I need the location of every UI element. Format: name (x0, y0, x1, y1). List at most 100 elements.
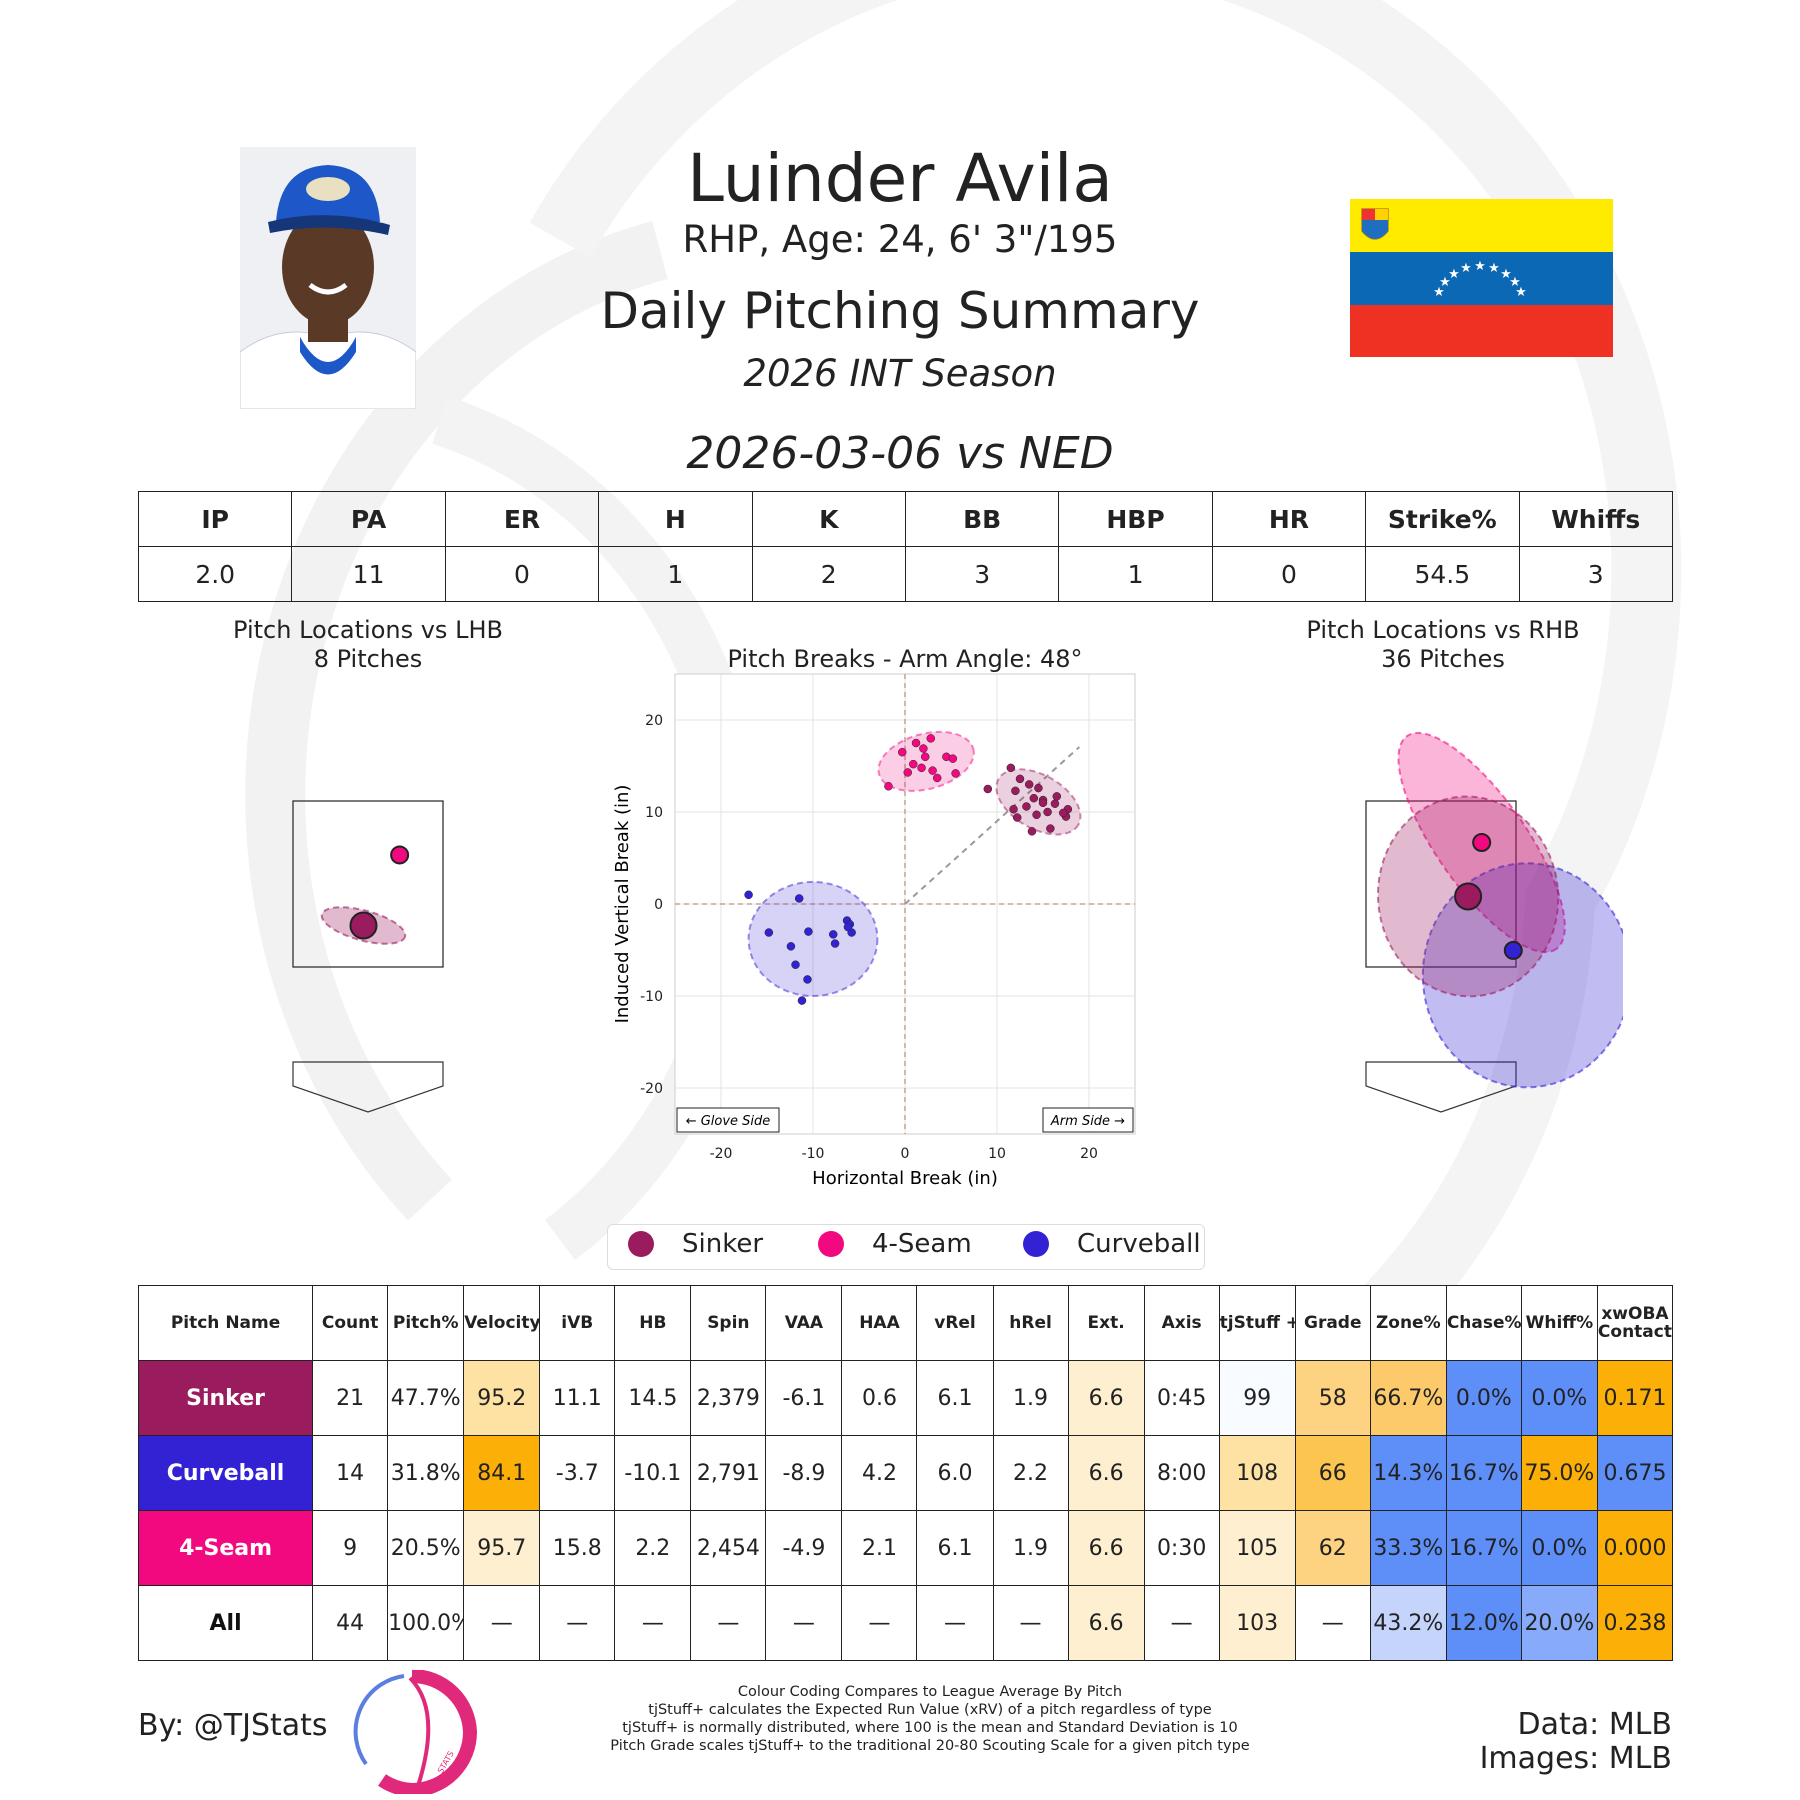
pitch-table-header-cell: Velocity (463, 1285, 541, 1361)
curveball-swatch (1023, 1231, 1049, 1257)
box-header-cell: HR (1211, 491, 1367, 547)
rhb-count-text: 36 Pitches (1381, 645, 1505, 673)
pitch-metric-cell: 2,454 (690, 1510, 767, 1586)
pitch-metric-cell: 0.000 (1596, 1510, 1674, 1586)
pitch-metric-cell: 31.8% (387, 1435, 465, 1511)
pitch-metric-cell: 6.1 (916, 1510, 994, 1586)
pitch-metric-cell: 66 (1294, 1435, 1371, 1511)
legend-label: Sinker (682, 1229, 764, 1259)
y-tick-label: 10 (645, 805, 663, 821)
pitch-table-header-cell: HAA (841, 1285, 918, 1361)
curveball-point (797, 996, 807, 1005)
pitch-metric-cell: 9 (312, 1510, 389, 1586)
pitch-metric-cell: 2.2 (992, 1435, 1069, 1511)
image-source: Images: MLB (1479, 1741, 1672, 1776)
4seam-point (928, 766, 937, 775)
pitch-metric-cell: -4.9 (765, 1510, 843, 1586)
pitch-table-row: All 44 100.0% — — — — — — — —6.6—103—43.2% 12.0% 20.… (137, 1585, 1674, 1661)
legend-item-curveball: Curveball (1023, 1229, 1201, 1259)
pitch-metric-cell: 11.1 (539, 1360, 616, 1436)
sinker-swatch (628, 1231, 654, 1257)
pitch-table-header-cell: Count (312, 1285, 389, 1361)
sinker-location-marker (349, 911, 378, 940)
svg-text:★: ★ (1448, 267, 1460, 282)
4seam-point (926, 734, 936, 743)
pitch-metric-cell: 99 (1218, 1360, 1296, 1436)
pitch-metric-cell: — (539, 1585, 616, 1661)
legend-label: 4-Seam (872, 1229, 972, 1259)
box-header-cell: H (598, 491, 753, 547)
pitch-table-row: 4-Seam 9 20.5% 95.7 15.8 2.2 2,454 -4.9 2.1 6.1 1.… (137, 1510, 1674, 1586)
box-header-cell: PA (291, 491, 446, 547)
y-tick-label: -20 (640, 1081, 663, 1097)
svg-text:★: ★ (1509, 275, 1521, 290)
sinker-point (1006, 763, 1016, 773)
footer-note: Colour Coding Compares to League Average… (737, 1684, 1123, 1700)
pitch-metric-cell: 14.5 (614, 1360, 692, 1436)
pitch-metrics-table: Pitch Name Count Pitch% Velocity iVB HB Spin VA… (137, 1285, 1674, 1661)
box-value-cell: 0 (444, 546, 600, 602)
sinker-point (1029, 793, 1039, 803)
4seam-location-marker (390, 845, 410, 865)
pitch-metric-cell: 33.3% (1369, 1510, 1447, 1586)
svg-text:★: ★ (1500, 267, 1512, 282)
pitch-metric-cell: 108 (1218, 1435, 1296, 1511)
4seam-point (909, 759, 918, 769)
pitch-metric-cell: 6.0 (916, 1435, 994, 1511)
x-axis-label: Horizontal Break (in) (812, 1168, 998, 1189)
pitch-name-cell: Sinker (137, 1360, 314, 1436)
source-credits: Data: MLB Images: MLB (1480, 1708, 1672, 1776)
pitch-metric-cell: 2.1 (841, 1510, 918, 1586)
curveball-point (828, 930, 838, 939)
lhb-location-plot (292, 800, 444, 1113)
box-value-cell: 3 (904, 546, 1060, 602)
pitch-metric-cell: 75.0% (1520, 1435, 1598, 1511)
pitch-metric-cell: 0.171 (1596, 1360, 1674, 1436)
sinker-point (1024, 780, 1034, 789)
footer-notes: Colour Coding Compares to League Average… (560, 1683, 1300, 1755)
lhb-plot-title: Pitch Locations vs LHB 8 Pitches (178, 616, 558, 674)
box-header-cell: HBP (1058, 491, 1213, 547)
4seam-ellipse (877, 730, 975, 792)
pitch-metric-cell: 20.5% (387, 1510, 465, 1586)
pitch-metric-cell: 103 (1218, 1585, 1296, 1661)
pitch-metric-cell: 66.7% (1369, 1360, 1447, 1436)
svg-text:★: ★ (1515, 285, 1527, 300)
pitch-metric-cell: — (992, 1585, 1069, 1661)
pitch-table-header-cell: iVB (539, 1285, 616, 1361)
box-score-table: IP PA ER H K BB HBP HR Strike% Whiffs 2.… (137, 491, 1674, 602)
curveball-point (830, 939, 840, 948)
pitch-metric-cell: 105 (1218, 1510, 1296, 1586)
player-bio: RHP, Age: 24, 6' 3"/195 (682, 218, 1118, 261)
4seam-location-marker (1472, 833, 1492, 852)
svg-text:★: ★ (1439, 275, 1451, 290)
pitch-table-header-cell: Chase% (1445, 1285, 1522, 1361)
x-tick-label: 20 (1080, 1146, 1098, 1162)
lhb-count-text: 8 Pitches (313, 645, 423, 673)
pitch-metric-cell: 0.238 (1596, 1585, 1674, 1661)
x-tick-label: 10 (988, 1146, 1006, 1162)
pitch-metric-cell: 43.2% (1369, 1585, 1447, 1661)
y-axis-label: Induced Vertical Break (in) (612, 785, 633, 1024)
pitch-metric-cell: 58 (1294, 1360, 1371, 1436)
pitch-metric-cell: 8:00 (1143, 1435, 1220, 1511)
pitch-table-header-cell: Pitch% (387, 1285, 465, 1361)
pitch-name-cell: All (137, 1585, 314, 1661)
pitch-metric-cell: — (463, 1585, 541, 1661)
strike-zone (1365, 800, 1517, 968)
curveball-ellipse (747, 880, 879, 997)
glove-side-label: ← Glove Side (686, 1114, 771, 1129)
sinker-point (1058, 808, 1068, 818)
pitch-table-header-cell: Axis (1143, 1285, 1220, 1361)
pitch-metric-cell: 2,791 (690, 1435, 767, 1511)
pitch-table-header-cell: Grade (1294, 1285, 1371, 1361)
rhb-title-text: Pitch Locations vs RHB (1306, 616, 1580, 644)
pitch-table-header-cell: Spin (690, 1285, 767, 1361)
game-label: 2026-03-06 vs NED (686, 428, 1114, 479)
pitch-table-header-cell: VAA (765, 1285, 843, 1361)
4seam-swatch (818, 1231, 844, 1257)
sinker-point (1011, 786, 1020, 796)
pitch-name-cell: 4-Seam (137, 1510, 314, 1586)
4seam-point (948, 754, 958, 763)
pitch-metric-cell: — (841, 1585, 918, 1661)
